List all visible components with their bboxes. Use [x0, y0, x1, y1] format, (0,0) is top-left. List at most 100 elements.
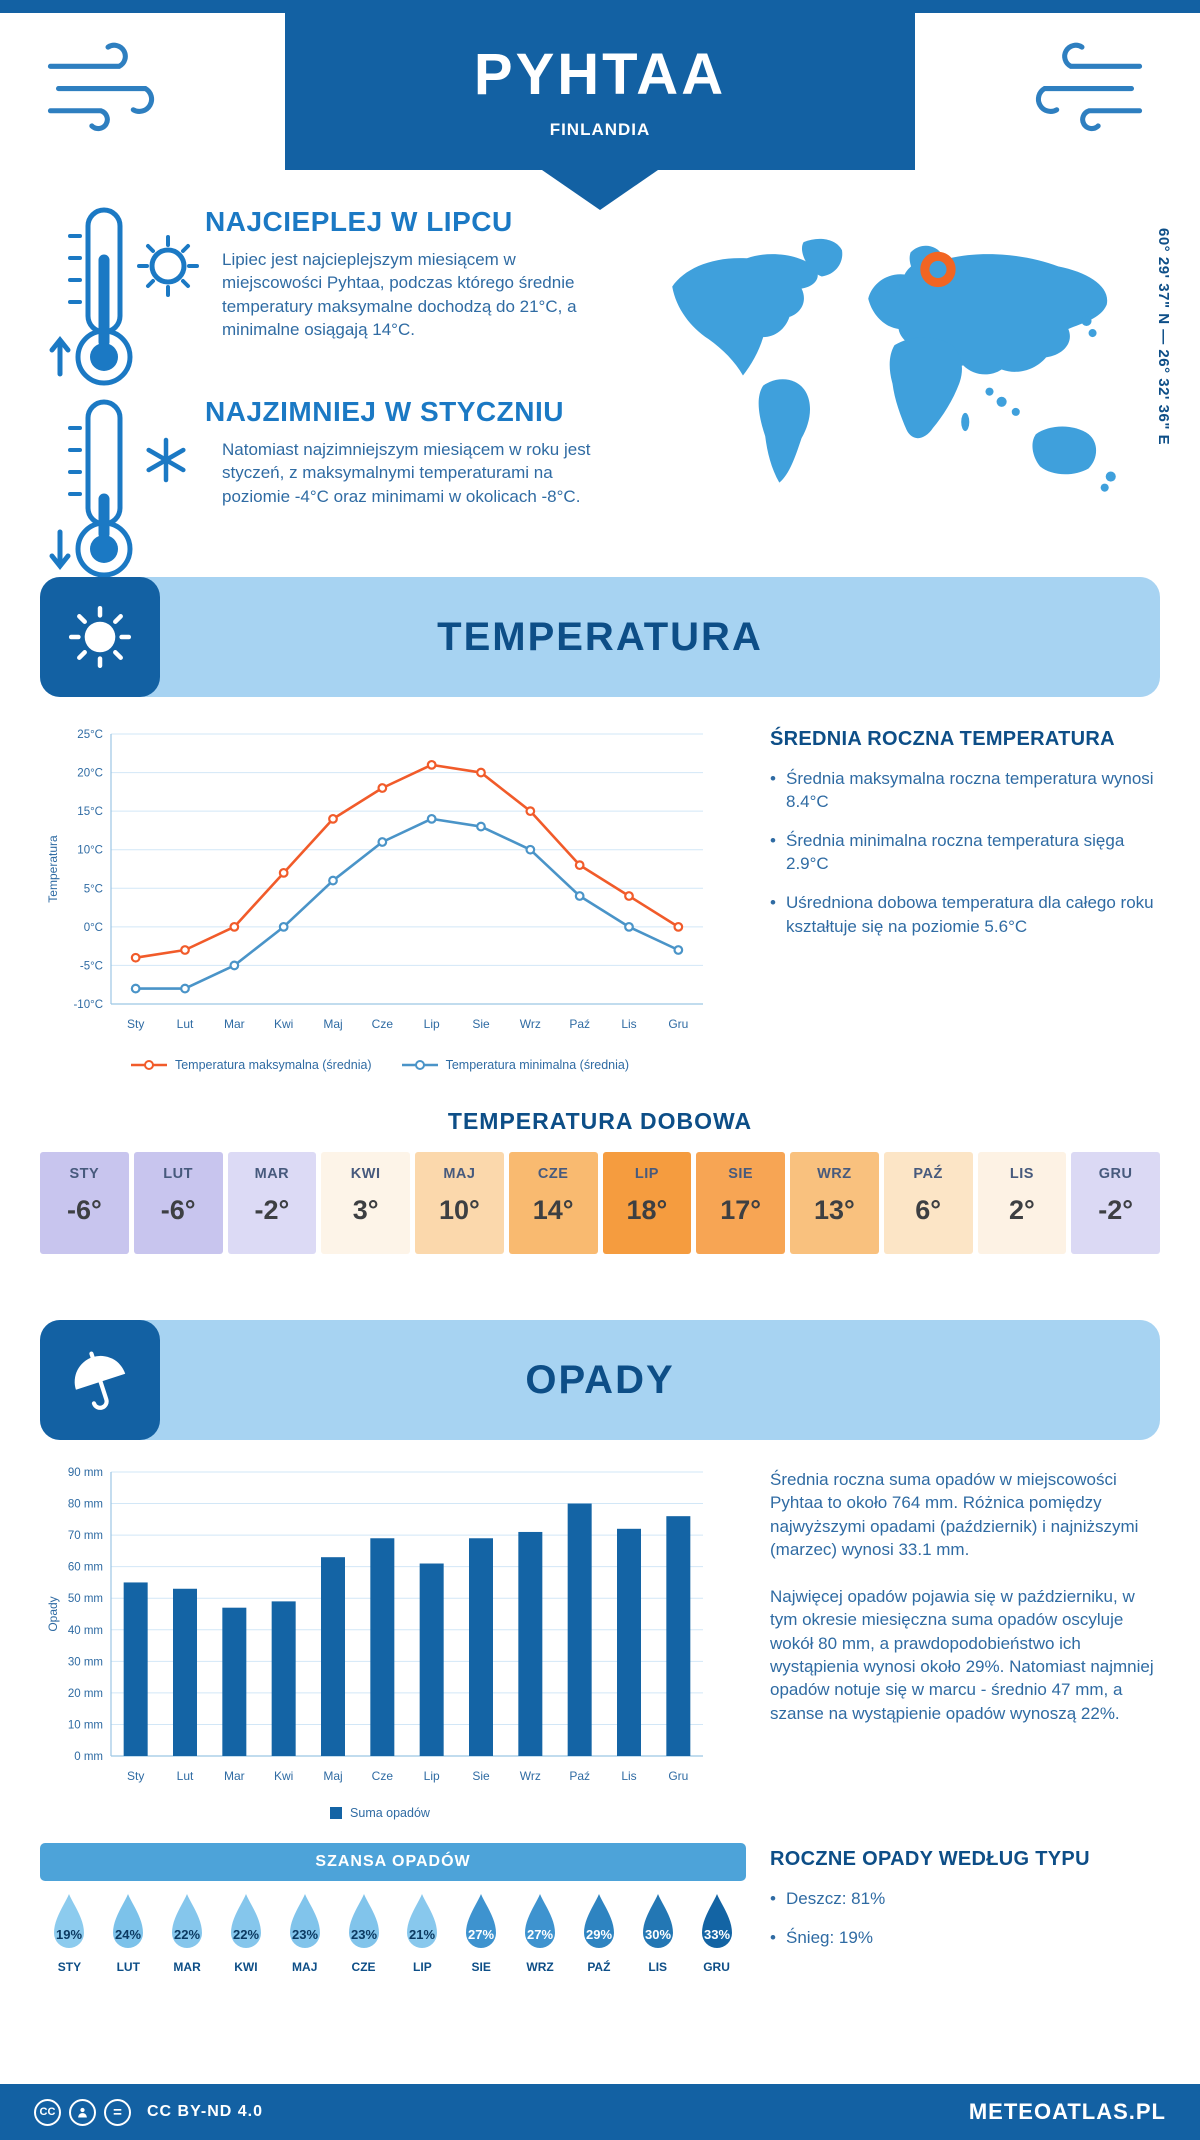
legend-item: Temperatura minimalna (średnia) [401, 1058, 629, 1072]
chance-month-label: LIS [648, 1960, 668, 1974]
svg-text:Wrz: Wrz [520, 1017, 541, 1031]
chance-of-precipitation-row: 19% STY 24% LUT 22% MAR 22% KWI 23% MAJ … [40, 1892, 746, 1974]
svg-text:Maj: Maj [323, 1769, 342, 1783]
svg-text:Lut: Lut [177, 1769, 194, 1783]
chance-month-label: STY [57, 1960, 82, 1974]
svg-text:10 mm: 10 mm [68, 1719, 103, 1731]
daily-month-label: STY [69, 1166, 100, 1182]
daily-temp-cell: CZE 14° [508, 1152, 598, 1254]
bullet-item: Deszcz: 81% [770, 1887, 1160, 1910]
svg-text:Cze: Cze [372, 1769, 394, 1783]
chance-item: 33% GRU [687, 1892, 746, 1974]
precipitation-chart-legend: Suma opadów [45, 1806, 715, 1820]
warmest-text: Lipiec jest najcieplejszym miesiącem w m… [222, 250, 577, 340]
license-group: CC = CC BY-ND 4.0 [34, 2098, 264, 2126]
svg-text:19%: 19% [56, 1927, 82, 1942]
svg-text:0°C: 0°C [84, 922, 103, 934]
svg-text:Sie: Sie [472, 1017, 490, 1031]
svg-text:30 mm: 30 mm [68, 1656, 103, 1668]
svg-text:25°C: 25°C [77, 729, 103, 741]
bullet-item: Średnia minimalna roczna temperatura się… [770, 829, 1162, 875]
daily-month-label: SIE [728, 1166, 754, 1182]
chance-item: 23% CZE [334, 1892, 393, 1974]
daily-temperature-heading: TEMPERATURA DOBOWA [447, 1108, 753, 1134]
daily-month-label: LUT [163, 1166, 193, 1182]
footer-bar: CC = CC BY-ND 4.0 METEOATLAS.PL [0, 2084, 1200, 2140]
svg-text:Cze: Cze [372, 1017, 394, 1031]
chance-item: 30% LIS [628, 1892, 687, 1974]
precipitation-summary-2: Najwięcej opadów pojawia się w październ… [770, 1587, 1154, 1723]
chance-month-label: WRZ [526, 1960, 554, 1974]
svg-text:22%: 22% [233, 1927, 259, 1942]
coldest-heading: NAJZIMNIEJ W STYCZNIU [205, 396, 564, 427]
svg-text:Kwi: Kwi [274, 1769, 293, 1783]
chance-month-label: MAJ [292, 1960, 318, 1974]
chance-item: 27% SIE [452, 1892, 511, 1974]
svg-text:40 mm: 40 mm [68, 1625, 103, 1637]
svg-text:Gru: Gru [668, 1017, 688, 1031]
precipitation-summary-1: Średnia roczna suma opadów w miejscowośc… [770, 1470, 1139, 1559]
daily-temp-cell: MAJ 10° [415, 1152, 504, 1254]
thermometer-sun-icon [49, 207, 199, 386]
daily-temp-cell: GRU -2° [1071, 1152, 1160, 1254]
raindrop-icon: 19% [54, 1894, 85, 1948]
daily-month-label: LIP [634, 1166, 659, 1182]
raindrop-icon: 23% [289, 1894, 320, 1948]
svg-text:Paź: Paź [569, 1017, 590, 1031]
chance-month-label: PAŹ [587, 1960, 611, 1974]
sun-icon [40, 577, 160, 697]
raindrop-icon: 27% [466, 1894, 497, 1948]
svg-text:Kwi: Kwi [274, 1017, 293, 1031]
chance-item: 29% PAŹ [569, 1892, 628, 1974]
wind-icon [47, 42, 155, 132]
svg-text:Sty: Sty [127, 1017, 144, 1031]
temperature-chart-legend: Temperatura maksymalna (średnia) Temperat… [45, 1058, 715, 1072]
svg-text:5°C: 5°C [84, 883, 103, 895]
chance-item: 22% MAR [158, 1892, 217, 1974]
daily-temp-value: -2° [1098, 1195, 1134, 1225]
svg-text:29%: 29% [586, 1927, 612, 1942]
daily-temp-value: 18° [626, 1195, 668, 1225]
svg-text:22%: 22% [174, 1927, 200, 1942]
chance-month-label: GRU [703, 1960, 730, 1974]
svg-text:70 mm: 70 mm [68, 1530, 103, 1542]
svg-text:Gru: Gru [668, 1769, 688, 1783]
svg-text:Lis: Lis [621, 1769, 636, 1783]
svg-text:Sty: Sty [127, 1769, 144, 1783]
daily-temp-value: 10° [438, 1195, 480, 1225]
svg-text:15°C: 15°C [77, 806, 103, 818]
daily-month-label: MAR [254, 1166, 290, 1182]
raindrop-icon: 33% [701, 1894, 732, 1948]
chance-month-label: SIE [471, 1960, 491, 1974]
location-marker [920, 251, 956, 288]
site-name: METEOATLAS.PL [968, 2099, 1166, 2124]
license-label: CC BY-ND 4.0 [147, 2103, 264, 2120]
temperature-section-title: TEMPERATURA [437, 614, 763, 659]
umbrella-icon [40, 1320, 160, 1440]
svg-text:Lip: Lip [424, 1769, 440, 1783]
svg-text:Sie: Sie [472, 1769, 490, 1783]
daily-month-label: LIS [1009, 1166, 1034, 1182]
chance-item: 19% STY [40, 1892, 99, 1974]
svg-text:33%: 33% [704, 1927, 730, 1942]
chance-item: 23% MAJ [275, 1892, 334, 1974]
thermometer-snowflake-icon [49, 399, 186, 578]
legend-item: Temperatura maksymalna (średnia) [130, 1058, 372, 1072]
svg-text:Lip: Lip [424, 1017, 440, 1031]
daily-temp-cell: SIE 17° [696, 1152, 785, 1254]
raindrop-icon: 22% [230, 1894, 261, 1948]
svg-text:Mar: Mar [224, 1769, 245, 1783]
daily-month-label: WRZ [817, 1166, 852, 1182]
daily-month-label: PAŹ [913, 1166, 943, 1182]
raindrop-icon: 30% [642, 1894, 673, 1948]
svg-text:23%: 23% [351, 1927, 377, 1942]
svg-text:21%: 21% [409, 1927, 435, 1942]
precipitation-type-heading: ROCZNE OPADY WEDŁUG TYPU [770, 1848, 1090, 1870]
chance-item: 27% WRZ [511, 1892, 570, 1974]
raindrop-icon: 22% [172, 1894, 203, 1948]
daily-temp-value: 2° [1008, 1195, 1035, 1225]
warmest-heading: NAJCIEPLEJ W LIPCU [205, 206, 513, 237]
daily-temp-value: 17° [720, 1195, 762, 1225]
svg-text:Lis: Lis [621, 1017, 636, 1031]
chance-month-label: CZE [351, 1960, 376, 1974]
